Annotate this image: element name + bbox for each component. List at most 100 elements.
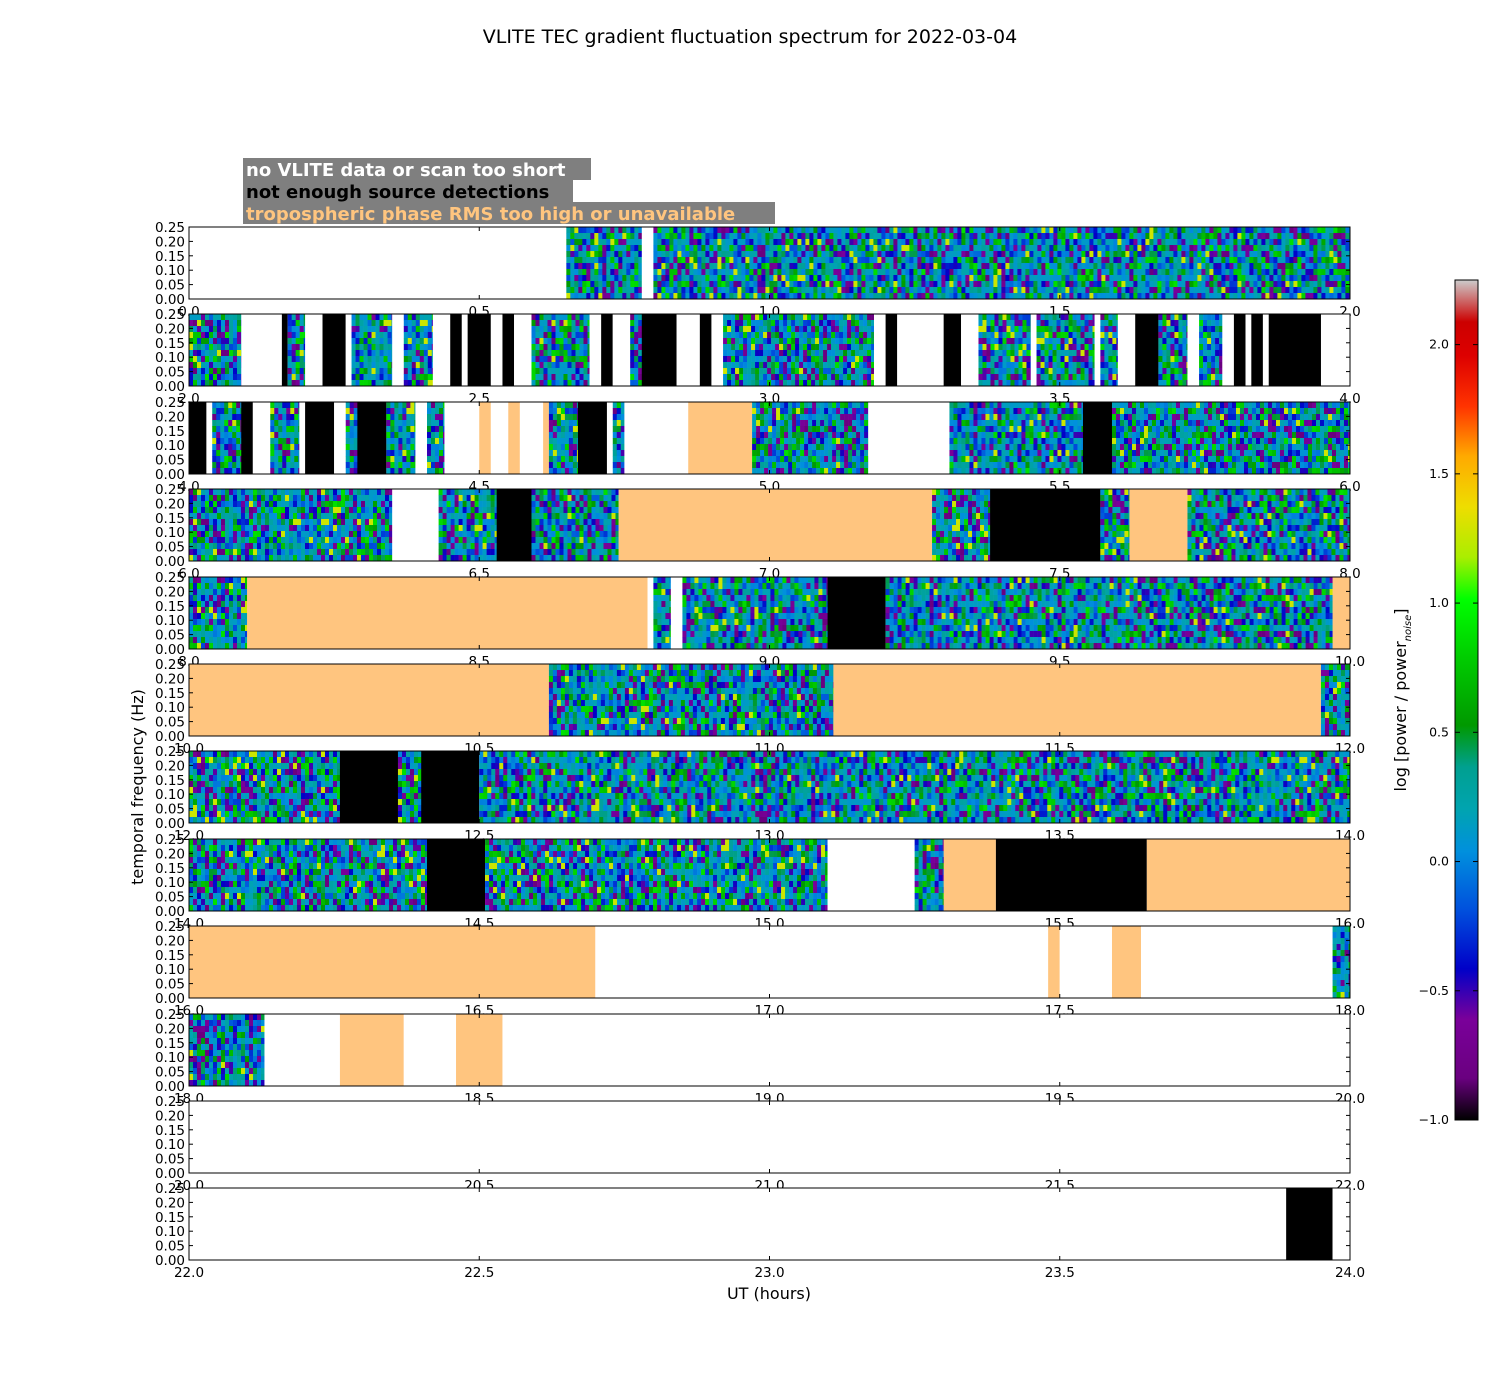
spectrum-cell <box>763 344 768 351</box>
spectrum-cell <box>547 326 552 333</box>
spectrum-cell <box>1199 356 1204 363</box>
spectrum-cell <box>1225 233 1230 240</box>
spectrum-cell <box>889 287 894 294</box>
spectrum-cell <box>582 257 587 264</box>
spectrum-cell <box>981 245 986 252</box>
spectrum-cell <box>1018 332 1023 339</box>
spectrum-cell <box>590 257 595 264</box>
spectrum-cell <box>1201 257 1206 264</box>
spectrum-cell <box>867 368 872 375</box>
spectrum-cell <box>1217 257 1222 264</box>
spectrum-cell <box>1105 245 1110 252</box>
spectrum-cell <box>1076 344 1081 351</box>
spectrum-cell <box>1186 314 1188 321</box>
spectrum-cell <box>1037 245 1042 252</box>
spectrum-cell <box>410 444 415 451</box>
spectrum-cell <box>705 275 710 282</box>
spectrum-cell <box>299 362 304 369</box>
spectrum-cell <box>1005 275 1010 282</box>
spectrum-cell <box>303 332 306 339</box>
spectrum-cell <box>1170 314 1175 321</box>
spectrum-cell <box>606 245 611 252</box>
spectrum-cell <box>737 257 742 264</box>
spectrum-cell <box>731 380 736 387</box>
spectrum-cell <box>282 408 287 415</box>
spectrum-cell <box>1229 287 1234 294</box>
spectrum-cell <box>274 414 279 421</box>
spectrum-cell <box>1269 245 1274 252</box>
spectrum-cell <box>821 275 826 282</box>
spectrum-cell <box>825 281 830 288</box>
spectrum-cell <box>1249 293 1254 300</box>
spectrum-cell <box>375 314 380 321</box>
flag-segment <box>508 402 520 474</box>
spectrum-cell <box>1085 269 1090 276</box>
spectrum-cell <box>820 444 825 451</box>
spectrum-cell <box>816 462 821 469</box>
spectrum-cell <box>785 275 790 282</box>
spectrum-cell <box>851 368 856 375</box>
spectrum-cell <box>763 380 768 387</box>
spectrum-cell <box>1309 245 1314 252</box>
spectrum-cell <box>638 269 643 276</box>
spectrum-cell <box>583 362 588 369</box>
spectrum-cell <box>725 269 730 276</box>
spectrum-cell <box>717 251 722 258</box>
spectrum-cell <box>371 344 376 351</box>
spectrum-cell <box>805 245 810 252</box>
spectrum-cell <box>1293 281 1298 288</box>
spectrum-cell <box>278 432 283 439</box>
spectrum-cell <box>677 269 682 276</box>
spectrum-cell <box>1117 227 1122 234</box>
spectrum-cell <box>620 444 625 451</box>
spectrum-cell <box>1014 362 1019 369</box>
spectrum-cell <box>913 269 918 276</box>
spectrum-cell <box>201 332 206 339</box>
spectrum-cell <box>747 350 752 357</box>
spectrum-cell <box>406 450 411 457</box>
panel: 0.000.050.100.150.200.252.0 2.5 3.0 3.5 4.0 <box>155 307 1361 407</box>
spectrum-cell <box>1185 233 1190 240</box>
spectrum-cell <box>771 344 776 351</box>
spectrum-cell <box>1153 227 1158 234</box>
spectrum-cell <box>1161 239 1166 246</box>
spectrum-cell <box>367 356 372 363</box>
spectrum-cell <box>831 320 836 327</box>
spectrum-cell <box>941 257 946 264</box>
spectrum-cell <box>747 344 752 351</box>
spectrum-cell <box>985 275 990 282</box>
spectrum-cell <box>755 314 760 321</box>
spectrum-cell <box>1333 239 1338 246</box>
spectrum-cell <box>355 338 360 345</box>
spectrum-cell <box>1081 227 1086 234</box>
spectrum-cell <box>221 344 226 351</box>
spectrum-cell <box>1203 374 1208 381</box>
spectrum-cell <box>383 374 388 381</box>
spectrum-cell <box>1301 239 1306 246</box>
spectrum-cell <box>579 350 584 357</box>
spectrum-cell <box>212 426 217 433</box>
spectrum-cell <box>801 233 806 240</box>
spectrum-cell <box>282 462 287 469</box>
spectrum-cell <box>351 314 356 321</box>
spectrum-cell <box>823 332 828 339</box>
spectrum-cell <box>291 344 296 351</box>
spectrum-cell <box>840 408 845 415</box>
spectrum-cell <box>823 368 828 375</box>
spectrum-cell <box>897 287 902 294</box>
spectrum-cell <box>751 326 756 333</box>
spectrum-cell <box>780 420 785 427</box>
spectrum-cell <box>427 402 432 409</box>
spectrum-cell <box>885 239 890 246</box>
spectrum-cell <box>787 320 792 327</box>
spectrum-cell <box>291 356 296 363</box>
spectrum-cell <box>998 338 1003 345</box>
spectrum-cell <box>423 338 429 345</box>
spectrum-cell <box>555 362 560 369</box>
spectrum-cell <box>823 338 828 345</box>
spectrum-cell <box>921 281 926 288</box>
spectrum-cell <box>913 257 918 264</box>
spectrum-cell <box>1021 251 1026 258</box>
spectrum-cell <box>737 263 742 270</box>
spectrum-cell <box>295 338 300 345</box>
